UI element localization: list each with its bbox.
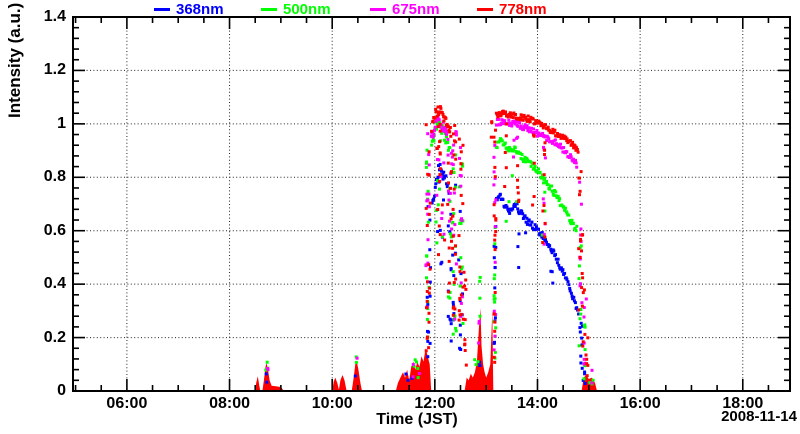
legend-label-500nm: 500nm bbox=[283, 0, 331, 18]
legend-label-368nm: 368nm bbox=[176, 0, 224, 18]
plot-frame bbox=[72, 16, 791, 392]
x-tick-label-16:00: 16:00 bbox=[619, 395, 661, 412]
legend-item-368nm: 368nm bbox=[154, 1, 224, 17]
x-tick-label-12:00: 12:00 bbox=[414, 395, 456, 412]
y-axis-title: Intensity (a.u.) bbox=[5, 2, 24, 118]
legend-item-500nm: 500nm bbox=[261, 1, 331, 17]
legend-label-778nm: 778nm bbox=[499, 0, 547, 18]
x-tick-label-14:00: 14:00 bbox=[517, 395, 558, 412]
y-tick-label-0.8: 0.8 bbox=[43, 168, 66, 186]
legend-item-675nm: 675nm bbox=[370, 1, 440, 17]
mound-778nm bbox=[351, 361, 362, 391]
gridlines bbox=[73, 17, 790, 391]
legend-line-500nm bbox=[261, 7, 277, 11]
mound-778nm bbox=[332, 375, 347, 391]
series-points-368nm bbox=[264, 162, 587, 385]
y-tick-label-0.6: 0.6 bbox=[43, 221, 66, 239]
y-tick-label-1: 1 bbox=[57, 114, 66, 132]
mound-778nm bbox=[395, 348, 432, 391]
y-tick-label-0.4: 0.4 bbox=[43, 275, 66, 293]
data-points bbox=[264, 105, 595, 386]
x-axis-title: Time (JST) bbox=[376, 411, 458, 428]
y-tick-label-1.2: 1.2 bbox=[43, 61, 66, 79]
legend-item-778nm: 778nm bbox=[477, 1, 547, 17]
date-label: 2008-11-14 bbox=[721, 408, 797, 425]
mound-778nm bbox=[464, 308, 494, 391]
series-points-500nm bbox=[264, 118, 595, 386]
legend-label-675nm: 675nm bbox=[392, 0, 440, 18]
series-points-778nm bbox=[424, 105, 590, 378]
x-tick-label-18:00: 18:00 bbox=[722, 395, 764, 412]
y-tick-label-0: 0 bbox=[57, 382, 66, 399]
x-tick-label-10:00: 10:00 bbox=[311, 395, 353, 412]
y-tick-label-1.4: 1.4 bbox=[43, 8, 66, 25]
legend-line-368nm bbox=[154, 7, 170, 11]
x-tick-label-08:00: 08:00 bbox=[209, 395, 250, 412]
x-tick-label-06:00: 06:00 bbox=[106, 395, 148, 412]
legend-line-675nm bbox=[370, 7, 386, 11]
y-tick-label-0.2: 0.2 bbox=[43, 328, 66, 346]
mound-778nm bbox=[255, 376, 261, 391]
legend-line-778nm bbox=[477, 7, 493, 11]
series-points-675nm bbox=[266, 115, 594, 385]
